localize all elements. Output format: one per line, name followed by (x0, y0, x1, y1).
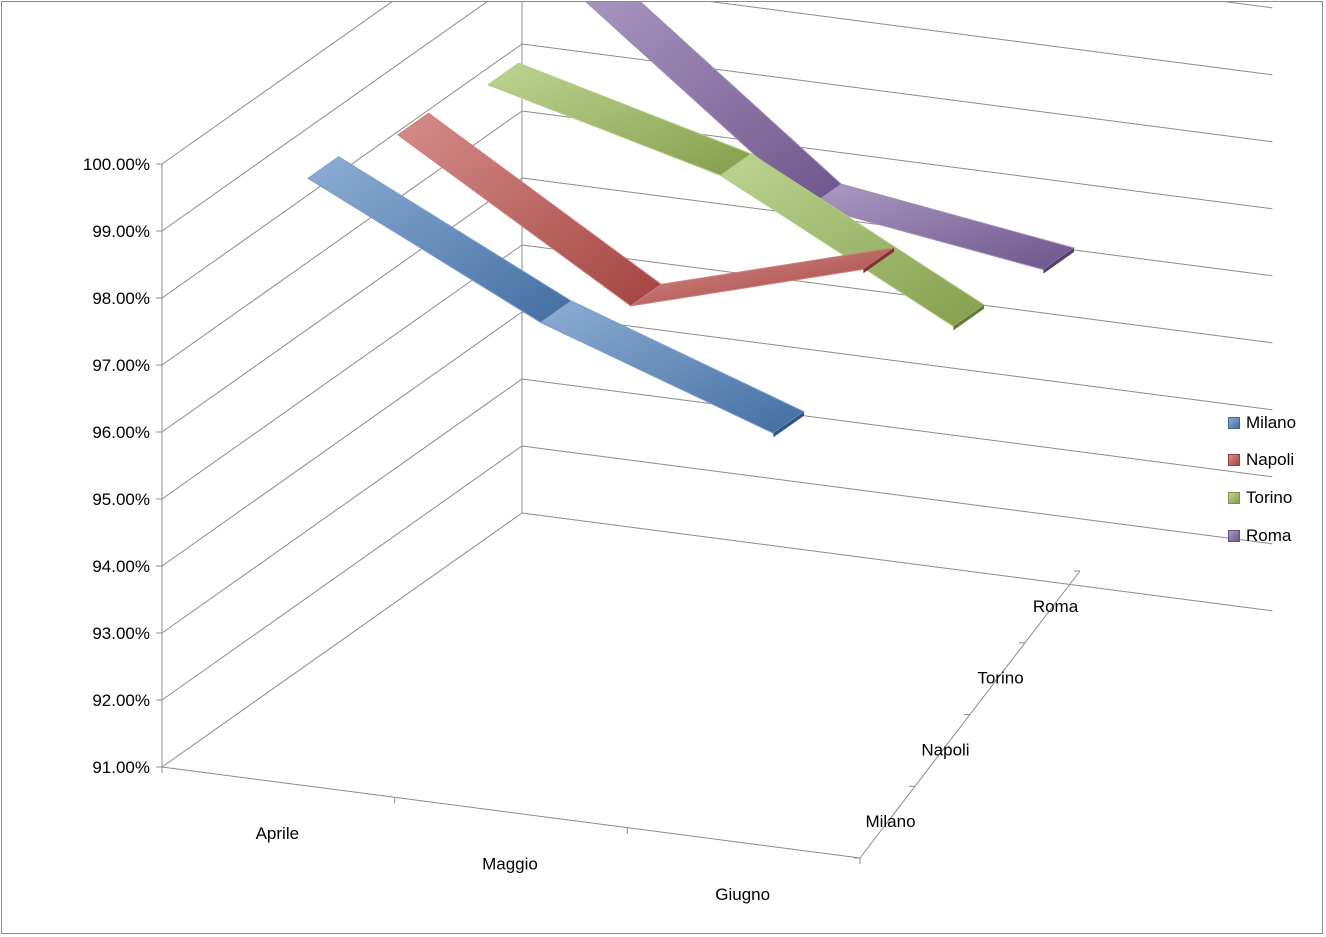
y-tick-label: 92.00% (92, 691, 150, 710)
y-tick-label: 96.00% (92, 423, 150, 442)
legend-item-napoli: Napoli (1228, 442, 1323, 480)
axes (156, 163, 1081, 864)
series-ribbon-roma (585, 2, 1076, 274)
legend-label-napoli: Napoli (1246, 450, 1295, 470)
x-tick-label: Giugno (715, 885, 770, 904)
gridline (521, 512, 1273, 612)
gridline (521, 445, 1273, 545)
gridline (521, 244, 1273, 344)
series-edge (773, 411, 804, 438)
gridline (521, 311, 1273, 411)
y-tick-label: 93.00% (92, 624, 150, 643)
y-tick-label: 98.00% (92, 289, 150, 308)
series-segment (307, 156, 573, 324)
depth-tick-label: Napoli (921, 740, 969, 759)
gridline (161, 2, 488, 232)
y-tick-label: 100.00% (83, 155, 150, 174)
depth-tick-label: Milano (865, 812, 915, 831)
series-ribbons (307, 2, 1076, 438)
legend-item-milano: Milano (1228, 404, 1323, 442)
x-axis-line (161, 766, 861, 859)
gridline (709, 2, 1273, 76)
series-edge (953, 304, 984, 331)
y-tick-label: 91.00% (92, 758, 150, 777)
x-tick-label: Maggio (482, 855, 538, 874)
y-tick-label: 97.00% (92, 356, 150, 375)
legend-item-roma: Roma (1228, 517, 1323, 555)
gridline (161, 311, 523, 567)
gridline (161, 512, 523, 768)
legend-label-milano: Milano (1246, 412, 1297, 432)
y-tick-label: 99.00% (92, 222, 150, 241)
series-edge (863, 247, 894, 274)
series-segment (630, 247, 895, 307)
gridline (161, 177, 523, 433)
legend-label-roma: Roma (1246, 525, 1292, 545)
tick-labels: 91.00% 92.00% 93.00% 94.00% 95.00% 96.00% 97.0… (83, 155, 1079, 904)
legend-swatch-roma (1228, 529, 1240, 542)
x-tick-label: Aprile (256, 824, 299, 843)
legend: Milano Napoli Torino Roma (1228, 404, 1323, 554)
series-ribbon-torino (486, 62, 985, 331)
series-segment (539, 300, 805, 434)
gridline (521, 43, 1273, 143)
series-edge (1043, 248, 1074, 274)
gridline (161, 244, 523, 500)
legend-swatch-torino (1228, 491, 1240, 504)
y-tick-label: 95.00% (92, 490, 150, 509)
legend-swatch-milano (1228, 416, 1240, 429)
series-ribbon-napoli (397, 112, 895, 307)
legend-label-torino: Torino (1246, 487, 1293, 507)
y-tick-label: 94.00% (92, 557, 150, 576)
gridline (521, 378, 1273, 478)
legend-item-torino: Torino (1228, 479, 1323, 517)
legend-swatch-napoli (1228, 454, 1240, 467)
gridline (161, 445, 523, 701)
depth-tick-label: Roma (1033, 597, 1079, 616)
series-ribbon-milano (307, 156, 805, 438)
depth-tick-label: Torino (977, 669, 1023, 688)
gridline (161, 378, 523, 634)
gridline (161, 2, 393, 165)
